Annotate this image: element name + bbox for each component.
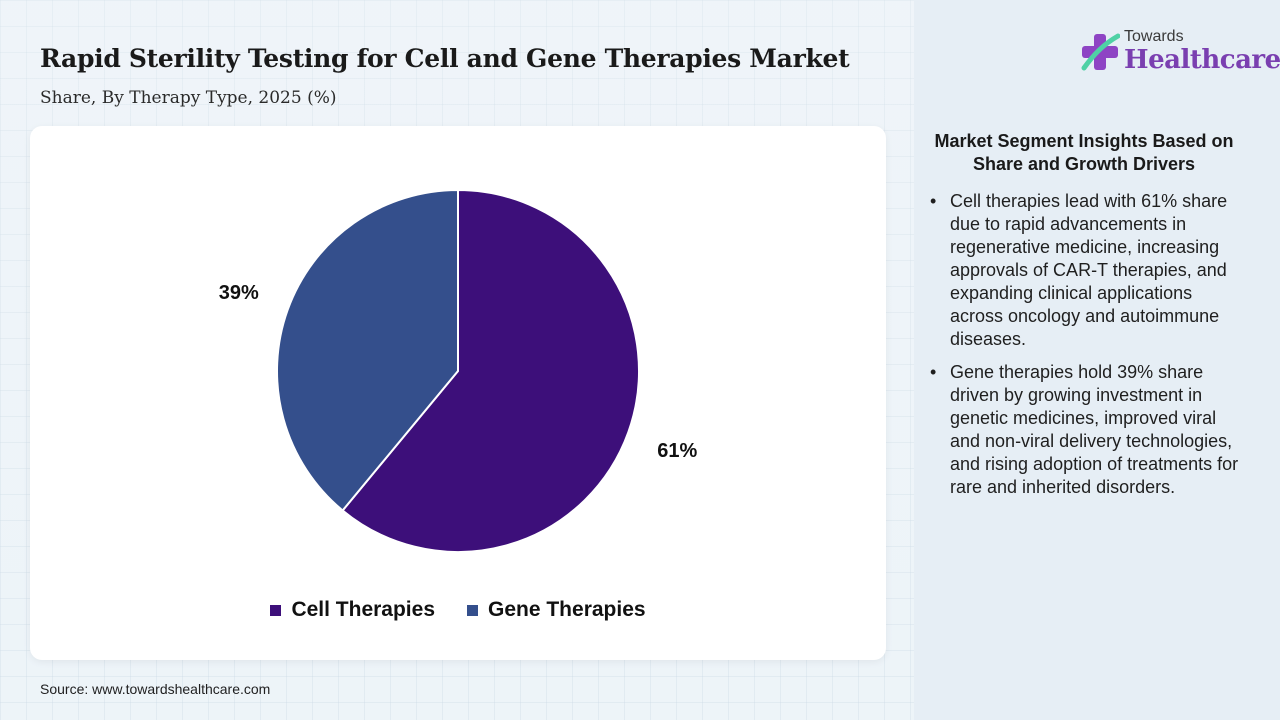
medical-cross-icon [1081, 33, 1120, 71]
legend-swatch-gene-therapies [467, 604, 478, 616]
towards-healthcare-logo: Towards Healthcare [1080, 28, 1280, 80]
insights-list: • Cell therapies lead with 61% share due… [930, 190, 1250, 509]
logo-text-towards: Towards [1124, 28, 1184, 45]
insights-heading: Market Segment Insights Based on Share a… [934, 131, 1234, 174]
logo-text-healthcare: Healthcare [1124, 45, 1280, 75]
insight-text-gene: Gene therapies hold 39% share driven by … [950, 362, 1239, 497]
pie-data-label-cell-therapies: 61% [657, 440, 697, 462]
bullet-dot-icon: • [930, 362, 937, 382]
pie-slice-cell-therapies [341, 188, 640, 553]
page-subtitle: Share, By Therapy Type, 2025 (%) [40, 88, 337, 108]
pie-slice-gene-therapies [276, 188, 459, 512]
insights-panel [914, 0, 1280, 720]
insight-text-cell: Cell therapies lead with 61% share due t… [950, 191, 1228, 349]
pie-chart: 61% 39% [219, 188, 697, 553]
insight-bullet-cell: • Cell therapies lead with 61% share due… [930, 190, 1250, 351]
chart-card: 61% 39% Cell Therapies Gene Therapies [30, 126, 886, 660]
legend-item-gene-therapies: Gene Therapies [467, 598, 646, 622]
legend-label-gene-therapies: Gene Therapies [488, 598, 646, 621]
pie-data-label-gene-therapies: 39% [219, 282, 259, 304]
legend-swatch-cell-therapies [270, 604, 282, 616]
legend-item-cell-therapies: Cell Therapies [270, 598, 435, 622]
insight-bullet-gene: • Gene therapies hold 39% share driven b… [930, 361, 1250, 499]
legend-label-cell-therapies: Cell Therapies [291, 598, 435, 621]
source-note: Source: www.towardshealthcare.com [40, 681, 271, 697]
bullet-dot-icon: • [930, 191, 937, 211]
chart-legend: Cell Therapies Gene Therapies [30, 598, 886, 622]
page-title: Rapid Sterility Testing for Cell and Gen… [40, 44, 850, 73]
